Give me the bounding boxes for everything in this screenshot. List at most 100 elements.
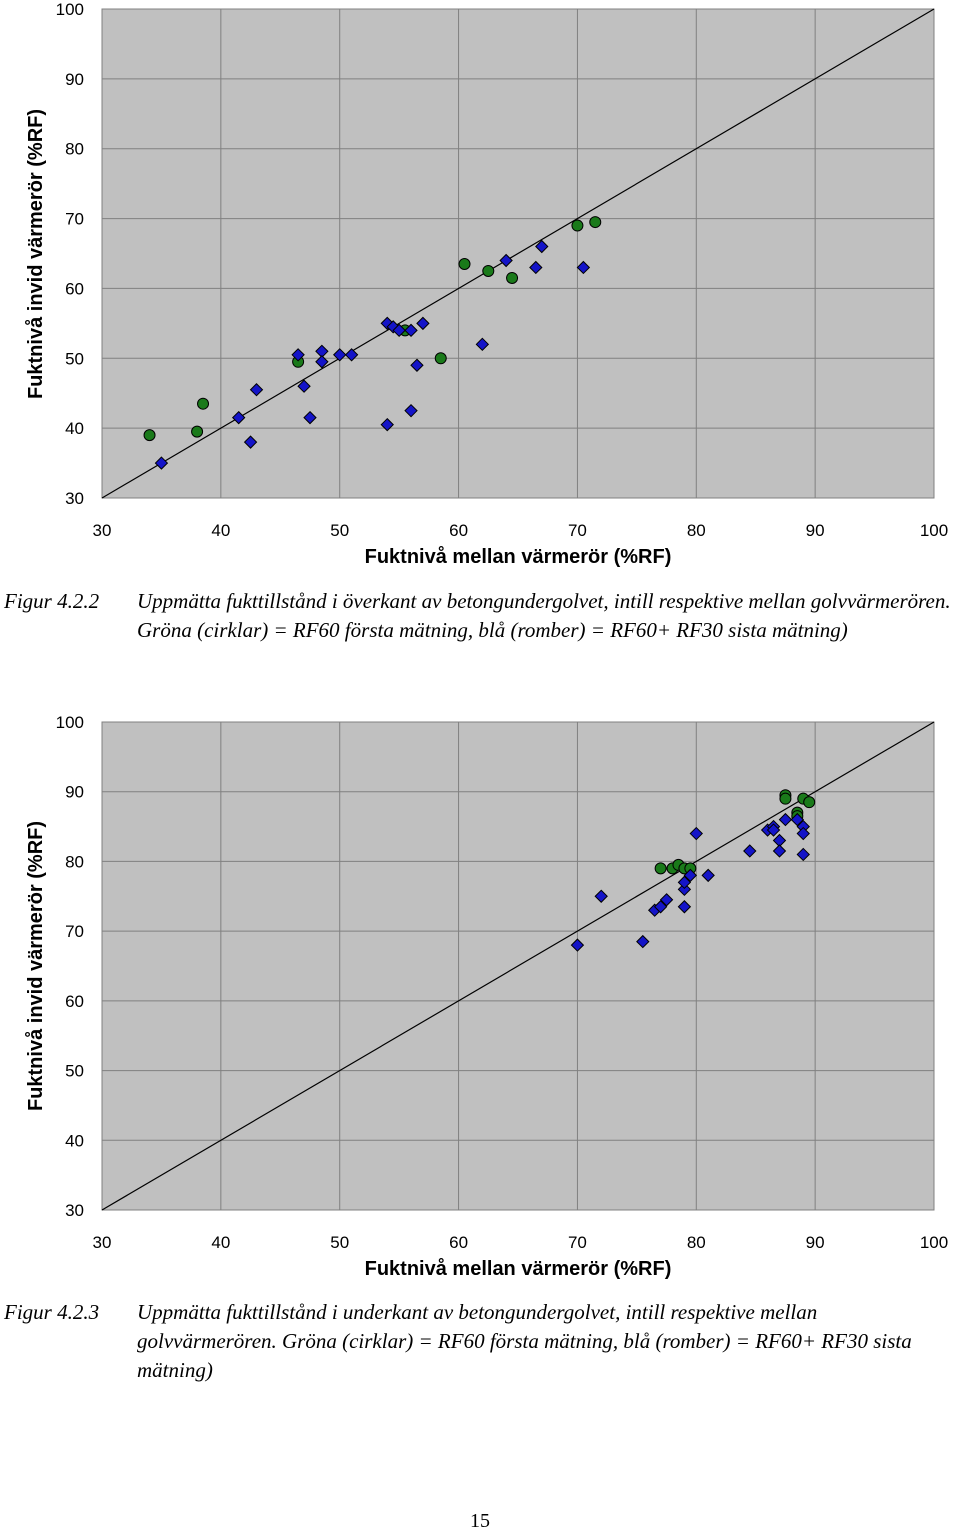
y-axis-title: Fuktnivå invid värmerör (%RF) [24,109,47,399]
diamond-marker [154,456,169,470]
x-tick-label: 90 [806,521,825,540]
diamond-marker [392,323,406,338]
diamond-marker [380,417,394,432]
diamond-marker [772,844,787,858]
y-tick-labels: 30 40 50 60 70 80 90 100 [56,713,84,1220]
x-tick-label: 70 [568,521,587,540]
diamond-marker [796,826,810,841]
diamond-marker [404,323,418,338]
diamond-marker [701,868,715,883]
diamond-marker [570,938,585,952]
caption-number: Figur 4.2.3 [4,1300,100,1324]
diamond-marker [344,348,359,362]
diamond-marker [535,239,549,254]
diamond-marker [475,337,490,352]
diamond-marker [653,900,668,914]
page-number: 15 [470,1510,490,1532]
y-axis-title: Fuktnivå invid värmerör (%RF) [24,821,47,1111]
x-axis-title: Fuktnivå mellan värmerör (%RF) [365,545,672,568]
diamond-marker [594,889,608,903]
circle-marker [779,792,792,805]
diamond-marker [315,355,329,369]
y-tick-label: 100 [56,0,84,19]
figure-caption-2: Figur 4.2.3 Uppmätta fukttillstånd i und… [4,1298,960,1385]
y-tick-label: 70 [65,922,84,941]
circle-marker [589,216,602,229]
caption-text: Uppmätta fukttillstånd i underkant av be… [137,1300,912,1382]
plot-border [101,721,935,1211]
y-tick-labels: 30 40 50 60 70 80 90 100 [56,0,84,508]
diamond-marker [291,348,305,362]
x-tick-label: 100 [920,1233,948,1252]
diamond-marker [683,868,698,883]
diamond-marker [790,812,805,827]
x-tick-label: 80 [687,1233,706,1252]
y-tick-label: 30 [65,1201,84,1220]
diamond-marker [743,844,757,858]
diamond-marker [404,403,418,418]
circle-marker [571,219,584,232]
diamond-marker [249,383,264,397]
circle-marker [434,352,447,365]
x-tick-label: 30 [93,521,112,540]
scatter-chart-lower: 30 40 50 60 70 80 90 100 30 40 50 60 70 80 90 100 Fukt… [24,713,949,1280]
x-axis-title: Fuktnivå mellan värmerör (%RF) [365,1257,672,1280]
circle-marker [803,796,816,809]
reference-line [101,721,935,1211]
diamond-marker [499,253,513,268]
y-tick-label: 60 [65,279,84,298]
x-tick-label: 40 [211,1233,230,1252]
x-tick-label: 30 [93,1233,112,1252]
diamond-marker [243,435,258,449]
x-tick-label: 90 [806,1233,825,1252]
diamond-marker [766,823,781,837]
y-tick-label: 50 [65,1062,84,1081]
x-tick-label: 60 [449,1233,468,1252]
y-tick-label: 30 [65,489,84,508]
diamond-marker [796,847,810,862]
diamond-marker [576,260,591,275]
y-tick-label: 50 [65,349,84,368]
diamond-marker [677,882,692,897]
circle-marker [143,429,156,442]
y-tick-label: 40 [65,1131,84,1150]
diamond-marker [416,316,430,331]
circle-marker [191,425,204,438]
diagonal-line [101,721,935,1211]
data-points [143,216,602,470]
data-points [570,789,816,952]
diamond-marker [333,348,347,362]
y-tick-label: 90 [65,783,84,802]
scatter-chart-upper: 30 40 50 60 70 80 90 100 30 40 50 60 70 80 90 100 Fukt… [24,0,949,568]
circle-marker [654,862,667,875]
diamond-marker [529,260,543,275]
diamond-marker [689,826,703,841]
circle-marker [458,257,471,270]
x-tick-labels: 30 40 50 60 70 80 90 100 [93,1233,949,1252]
caption-text: Uppmätta fukttillstånd i överkant av bet… [137,589,951,642]
diamond-marker [410,358,424,372]
diamond-marker [677,875,692,890]
diamond-marker [677,900,692,914]
x-tick-labels: 30 40 50 60 70 80 90 100 [93,521,949,540]
y-tick-label: 90 [65,70,84,89]
y-tick-label: 80 [65,140,84,159]
x-tick-label: 60 [449,521,468,540]
y-tick-label: 100 [56,713,84,732]
plot-border [101,8,935,499]
x-tick-label: 40 [211,521,230,540]
x-tick-label: 50 [330,521,349,540]
diamond-marker [231,410,246,425]
circle-marker [197,397,210,410]
y-tick-label: 40 [65,419,84,438]
circle-marker [506,271,519,284]
y-tick-label: 70 [65,210,84,229]
x-tick-label: 100 [920,521,948,540]
diamond-marker [636,934,650,949]
circle-marker [482,264,495,277]
caption-number: Figur 4.2.2 [4,589,100,613]
y-tick-label: 60 [65,992,84,1011]
diamond-marker [659,893,674,907]
y-tick-label: 80 [65,852,84,871]
diamond-marker [778,812,793,827]
